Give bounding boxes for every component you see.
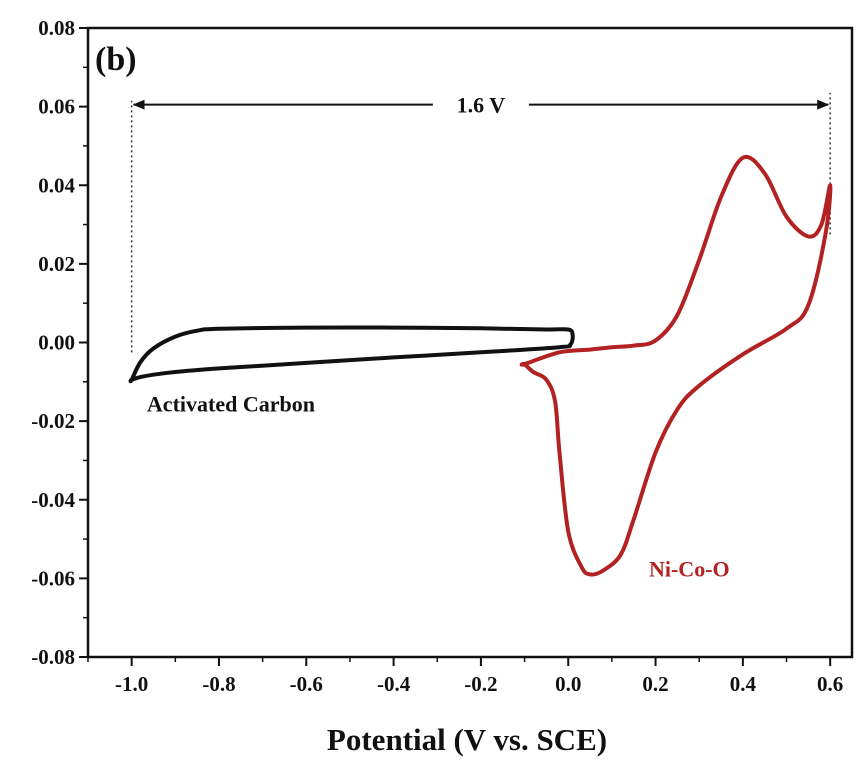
series-activated-carbon — [128, 325, 575, 384]
series-label: Ni-Co-O — [649, 557, 730, 582]
plot-area: -1.0 -0.8 -0.6 -0.4 -0.2 0.0 0.2 0.4 0.6 -0.08 -0.… — [31, 16, 854, 696]
span-label: 1.6 V — [457, 93, 506, 118]
y-tick-label: 0.08 — [38, 16, 75, 40]
x-axis-title: Potential (V vs. SCE) — [327, 722, 607, 757]
y-tick-label: -0.02 — [31, 409, 75, 433]
y-tick-label: 0.00 — [38, 331, 75, 355]
series-label: Activated Carbon — [147, 391, 315, 416]
x-tick-label: -0.2 — [464, 672, 497, 696]
y-tick-label: -0.06 — [31, 566, 75, 590]
y-tick-label: 0.02 — [38, 252, 75, 276]
x-tick-label: -1.0 — [115, 672, 148, 696]
y-tick-label: 0.06 — [38, 95, 75, 119]
x-tick-label: 0.0 — [555, 672, 581, 696]
y-tick-label: -0.04 — [31, 488, 75, 512]
x-tick-label: 0.2 — [642, 672, 668, 696]
series-ni-co-o — [519, 154, 833, 577]
x-tick-label: -0.4 — [377, 672, 411, 696]
x-tick-label: 0.6 — [817, 672, 843, 696]
y-tick-label: 0.04 — [38, 173, 75, 197]
x-tick-label: -0.6 — [290, 672, 323, 696]
plot-frame — [86, 26, 854, 659]
panel-label: (b) — [95, 41, 137, 78]
y-tick-label: -0.08 — [31, 645, 75, 669]
x-tick-label: -0.8 — [202, 672, 235, 696]
x-tick-label: 0.4 — [730, 672, 757, 696]
